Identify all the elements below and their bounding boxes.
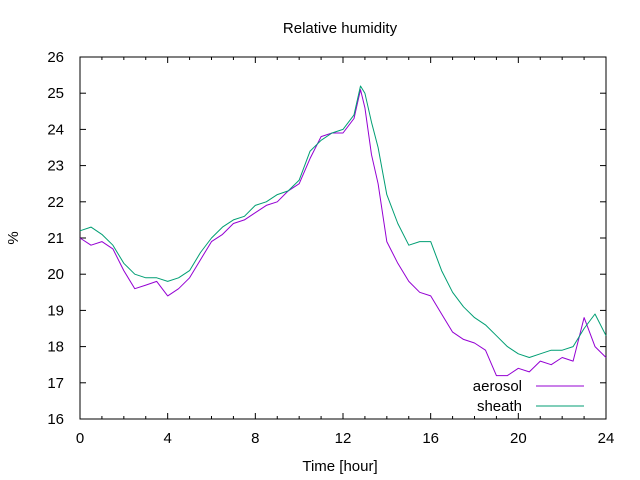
x-tick-label: 4: [163, 430, 171, 447]
y-tick-label: 21: [47, 230, 64, 247]
ticks-layer: 16 17 18 19 20 21 22 23 24 25 26 0 4 8 12 16 20 24: [47, 49, 614, 447]
y-axis-label: %: [5, 231, 22, 244]
legend-label-aerosol: aerosol: [473, 378, 522, 395]
x-tick-label: 0: [76, 430, 84, 447]
y-tick-label: 18: [47, 339, 64, 356]
y-tick-label: 23: [47, 158, 64, 175]
x-tick-label: 24: [598, 430, 615, 447]
legend: aerosol sheath: [473, 378, 584, 415]
chart-title: Relative humidity: [283, 20, 398, 37]
x-tick-label: 8: [251, 430, 259, 447]
legend-label-sheath: sheath: [477, 398, 522, 415]
series-line-aerosol: [79, 89, 607, 377]
y-tick-label: 24: [47, 121, 64, 138]
y-tick-label: 16: [47, 411, 64, 428]
y-tick-label: 19: [47, 302, 64, 319]
y-tick-label: 20: [47, 266, 64, 283]
x-tick-label: 16: [422, 430, 439, 447]
y-tick-label: 25: [47, 85, 64, 102]
series-line-sheath: [79, 85, 607, 358]
x-axis-label: Time [hour]: [302, 458, 377, 475]
x-tick-label: 20: [510, 430, 527, 447]
y-tick-label: 17: [47, 375, 64, 392]
plot-area-border: [79, 56, 607, 420]
y-tick-label: 22: [47, 194, 64, 211]
series-layer: [79, 85, 607, 377]
y-tick-label: 26: [47, 49, 64, 66]
x-tick-label: 12: [335, 430, 352, 447]
